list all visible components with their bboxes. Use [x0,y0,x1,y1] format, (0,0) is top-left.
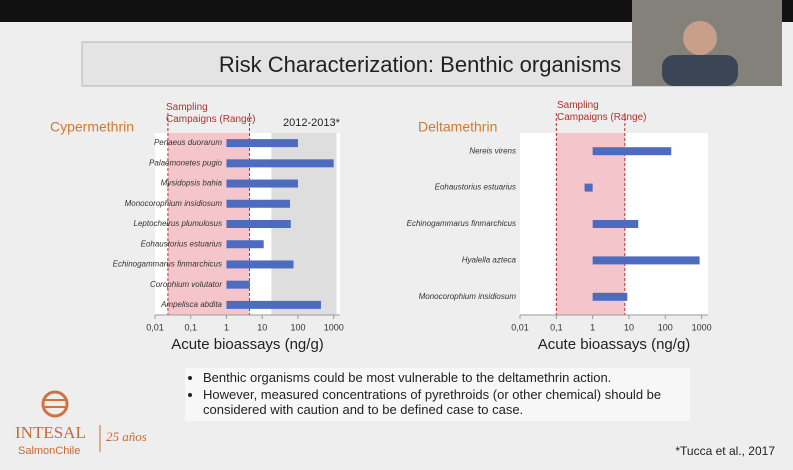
title-box [81,41,736,87]
y-tick-label: Monocorophium insidiosum [125,199,223,208]
x-tick-label: 0,1 [184,322,197,332]
y-tick-label: Ampelisca abdita [160,300,222,309]
y-tick-label: Palaemonetes pugio [149,158,222,167]
y-tick-label: Penaeus duorarum [154,138,222,147]
chart-title: Cypermethrin [50,119,134,135]
x-tick-label: 1 [590,322,595,332]
y-tick-label: Leptocheirus plumulosus [134,219,223,228]
bar [226,240,264,249]
bar [226,179,298,188]
y-tick-label: Hyalella azteca [462,256,517,265]
y-tick-label: Echinogammarus finmarchicus [113,260,222,269]
bar [592,292,628,301]
x-tick-label: 1 [224,322,229,332]
logo-sub: SalmonChile [18,445,80,457]
x-tick-label: 10 [257,322,267,332]
bar [226,220,291,228]
bar [226,159,334,168]
webcam-head [683,21,717,55]
bullet: However, measured concentrations of pyre… [203,387,690,417]
bar [226,199,291,208]
bar [592,220,639,228]
x-tick-label: 10 [624,322,634,332]
y-tick-label: Eohaustorius estuarius [141,239,222,248]
logo-icon [41,390,69,418]
y-tick-label: Echinogammarus finmarchicus [407,219,516,228]
bullet: Benthic organisms could be most vulnerab… [203,370,690,385]
x-tick-label: 1000 [692,322,712,332]
bar [584,183,593,192]
y-tick-label: Monocorophium insidiosum [419,292,517,301]
bar [592,147,672,156]
y-tick-label: Nereis virens [469,146,516,155]
bar [592,256,700,265]
webcam-body [662,55,738,86]
x-tick-label: 1000 [324,322,344,332]
bar [226,280,250,289]
sampling-label: Sampling Campaigns (Range) [557,100,647,123]
x-tick-label: 100 [658,322,673,332]
sampling-label: Sampling Campaigns (Range) [166,102,256,125]
slide-title: Risk Characterization: Benthic organisms [219,52,621,77]
reference-label: 2012-2013* [283,117,341,129]
bullet-list: Benthic organisms could be most vulnerab… [185,368,690,421]
bar [226,260,294,269]
x-tick-label: 0,1 [550,322,563,332]
x-axis-label: Acute bioassays (ng/g) [171,336,324,353]
chart-title: Deltamethrin [418,119,497,135]
y-tick-label: Mysidopsis bahia [161,179,223,188]
x-tick-label: 100 [290,322,305,332]
x-axis-label: Acute bioassays (ng/g) [538,336,691,353]
y-tick-label: Eohaustorius estuarius [435,183,516,192]
citation: *Tucca et al., 2017 [675,444,775,458]
x-tick-label: 0,01 [146,322,164,332]
logo-anniversary: 25 años [106,429,147,444]
bar [226,139,298,148]
logo-name: INTESAL [15,423,86,442]
y-tick-label: Corophium volutator [150,280,222,289]
x-tick-label: 0,01 [511,322,529,332]
bar [226,300,321,309]
